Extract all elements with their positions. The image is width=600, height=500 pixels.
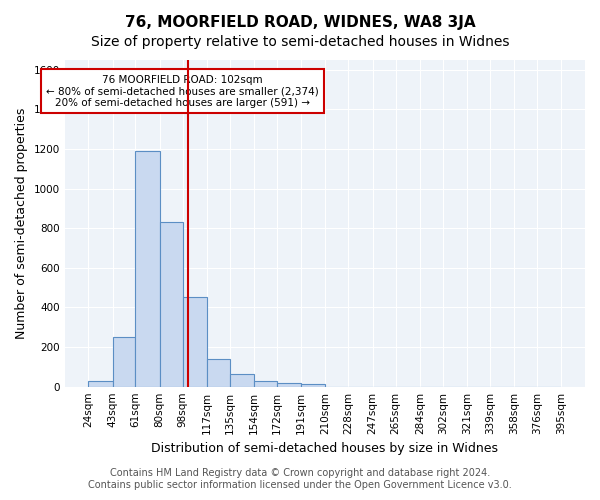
Y-axis label: Number of semi-detached properties: Number of semi-detached properties (15, 108, 28, 339)
Bar (230, 374, 254, 386)
Bar (113, 336, 136, 386)
Bar (277, 383, 301, 386)
Bar (301, 384, 325, 386)
Text: Size of property relative to semi-detached houses in Widnes: Size of property relative to semi-detach… (91, 35, 509, 49)
Bar (254, 381, 277, 386)
Bar (207, 360, 230, 386)
Text: Contains HM Land Registry data © Crown copyright and database right 2024.
Contai: Contains HM Land Registry data © Crown c… (88, 468, 512, 490)
Bar (88, 381, 113, 386)
Bar (136, 150, 160, 386)
Text: 76, MOORFIELD ROAD, WIDNES, WA8 3JA: 76, MOORFIELD ROAD, WIDNES, WA8 3JA (125, 15, 475, 30)
Bar (160, 222, 182, 386)
Text: 76 MOORFIELD ROAD: 102sqm
← 80% of semi-detached houses are smaller (2,374)
20% : 76 MOORFIELD ROAD: 102sqm ← 80% of semi-… (46, 74, 319, 108)
X-axis label: Distribution of semi-detached houses by size in Widnes: Distribution of semi-detached houses by … (151, 442, 499, 455)
Bar (182, 296, 207, 386)
